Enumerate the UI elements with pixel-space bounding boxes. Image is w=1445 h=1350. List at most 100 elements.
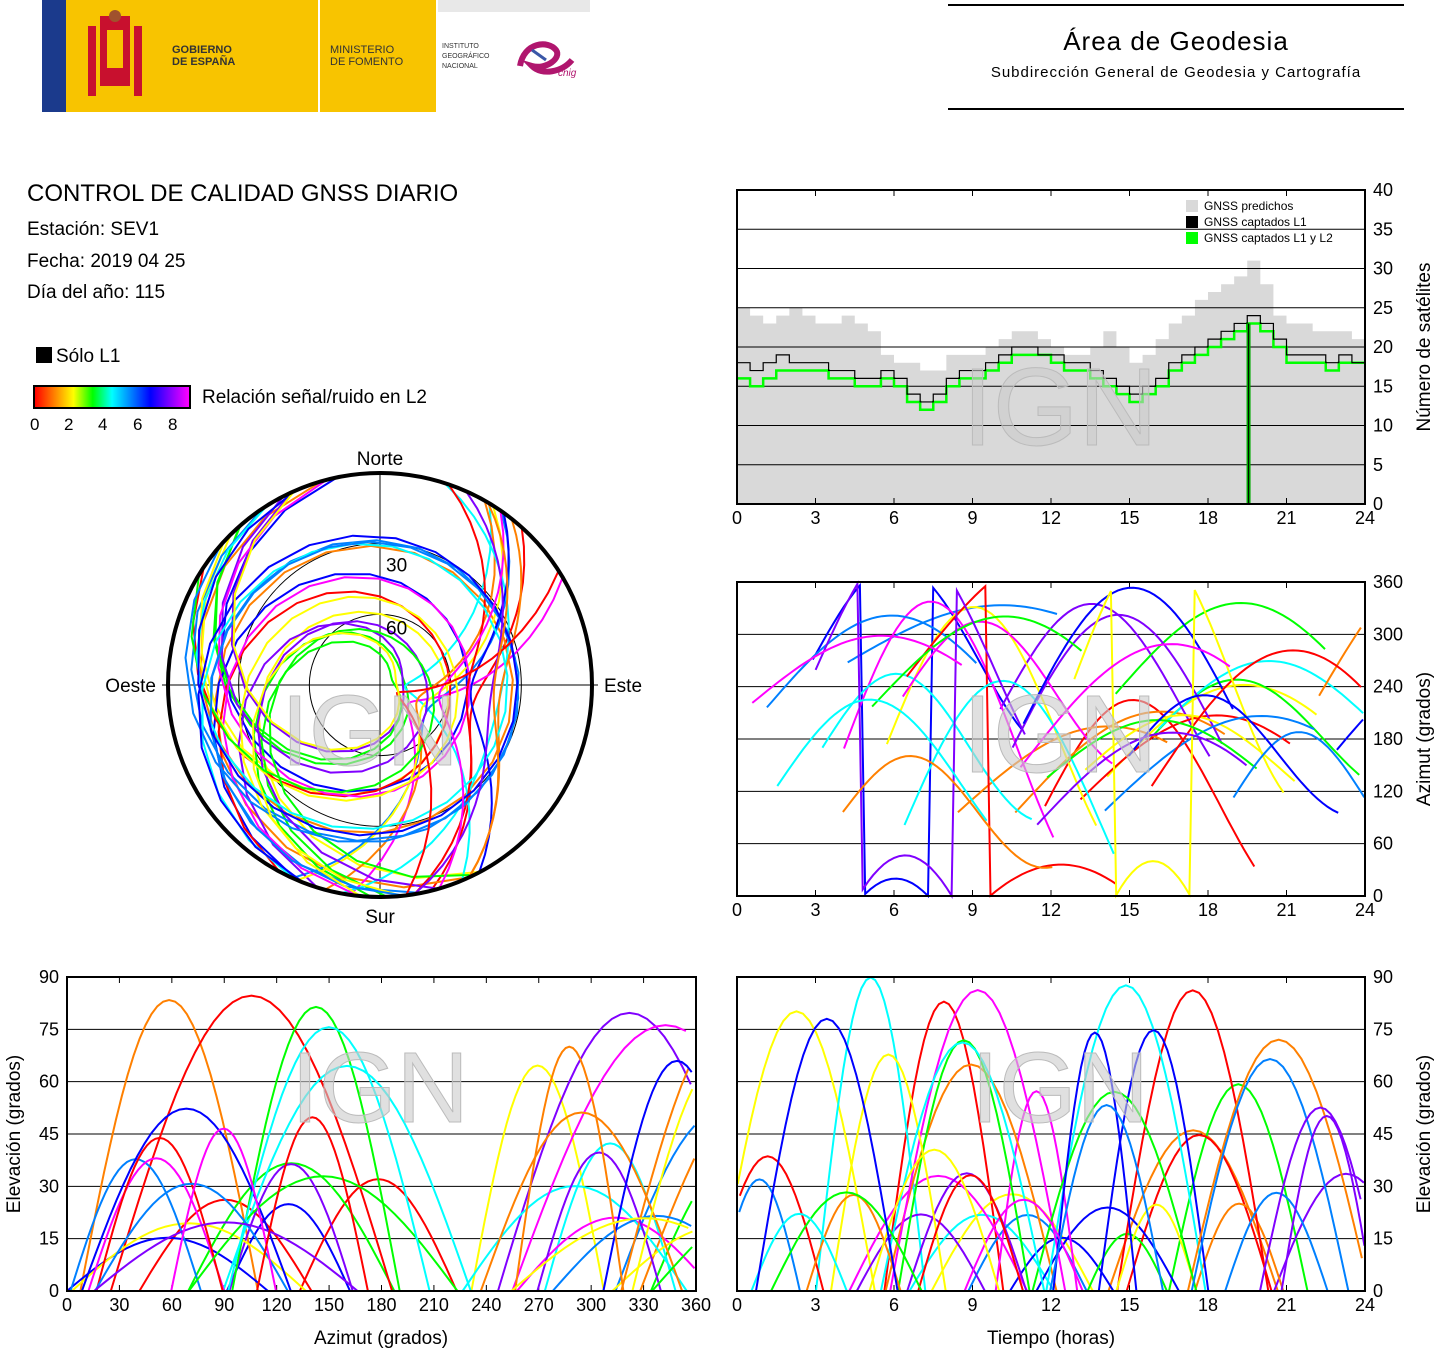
elaz-track <box>611 1230 693 1292</box>
sky-track <box>197 489 519 884</box>
elaz-track <box>188 1175 459 1292</box>
plot-frame <box>736 189 1366 505</box>
sky-ring-label: 30 <box>386 556 407 577</box>
x-tick-label: 15 <box>1119 508 1139 528</box>
azimuth-track <box>1149 678 1360 776</box>
azimuth-track <box>1318 627 1362 697</box>
y-tick-label: 25 <box>1373 298 1393 318</box>
institute-line-3: NACIONAL <box>442 63 478 70</box>
azimuth-track <box>1022 586 1234 725</box>
elt-track <box>738 1178 801 1292</box>
elt-track <box>884 1063 1058 1292</box>
elaz-track <box>93 1221 359 1292</box>
azimuth-track <box>1232 731 1366 799</box>
x-tick-label: 0 <box>732 508 742 528</box>
sky-track <box>296 505 504 882</box>
x-tick-label: 12 <box>1041 900 1061 920</box>
azimuth-track <box>901 620 1113 765</box>
x-tick-label: 24 <box>1355 508 1375 528</box>
x-tick-label: 180 <box>366 1295 396 1315</box>
sky-track <box>469 512 510 873</box>
elt-track <box>879 1041 1046 1292</box>
cnig-text: cnig <box>558 68 577 79</box>
elt-track <box>1224 1191 1329 1292</box>
y-tick-label: 0 <box>49 1281 59 1301</box>
elaz-track <box>514 1045 625 1292</box>
sky-track <box>190 574 475 878</box>
sky-south-label: Sur <box>365 907 395 928</box>
snr-tick: 0 <box>30 415 40 434</box>
series-predicted-area <box>737 260 1365 504</box>
azimuth-track <box>1046 719 1258 779</box>
legend-swatch <box>1186 216 1198 228</box>
azimuth-track <box>1036 731 1248 826</box>
legend-entry: GNSS captados L1 <box>1204 215 1307 229</box>
elt-track <box>1049 1104 1164 1292</box>
l1-label: Sólo L1 <box>56 346 121 367</box>
gov-line-2: DE ESPAÑA <box>172 56 236 68</box>
elaz-track <box>79 998 259 1292</box>
sky-track <box>468 502 509 878</box>
area-subtitle: Subdirección General de Geodesia y Carto… <box>990 64 1362 81</box>
x-tick-label: 240 <box>471 1295 501 1315</box>
elaz-tracks <box>66 994 696 1292</box>
x-tick-label: 90 <box>214 1295 234 1315</box>
x-tick-label: 360 <box>681 1295 711 1315</box>
elaz-track <box>222 1064 472 1292</box>
institute-line-2: GEOGRÁFICO <box>442 53 490 60</box>
elt-track <box>1273 1172 1365 1292</box>
elt-track <box>855 1213 986 1292</box>
x-tick-label: 12 <box>1041 1295 1061 1315</box>
elt-track <box>1052 1031 1138 1292</box>
legend-swatch <box>1186 232 1198 244</box>
elt-track <box>868 1148 1001 1292</box>
x-tick-label: 6 <box>889 900 899 920</box>
elt-track <box>738 1155 825 1292</box>
area-title: Área de Geodesia <box>1063 26 1289 56</box>
elt-track <box>1009 1236 1115 1292</box>
y-tick-label: 60 <box>39 1072 59 1092</box>
sky-tracks <box>184 476 564 898</box>
azimuth-track <box>751 634 963 704</box>
y-tick-label: 90 <box>39 967 59 987</box>
elaz-track <box>231 1005 401 1292</box>
elt-track <box>1031 1090 1198 1292</box>
elaz-track <box>80 1107 292 1292</box>
legend-entry: GNSS predichos <box>1204 199 1293 213</box>
institute-line-1: INSTITUTO <box>442 43 479 50</box>
azimuth-track <box>842 754 1053 869</box>
elt-track <box>1280 1114 1366 1292</box>
x-tick-label: 12 <box>1041 508 1061 528</box>
y-tick-label: 40 <box>1373 180 1393 200</box>
y-tick-label: 45 <box>39 1124 59 1144</box>
x-tick-label: 120 <box>262 1295 292 1315</box>
y-tick-label: 75 <box>39 1019 59 1039</box>
y-tick-label: 60 <box>1373 834 1393 854</box>
x-tick-label: 0 <box>732 1295 742 1315</box>
report-title: CONTROL DE CALIDAD GNSS DIARIO <box>27 180 459 207</box>
elaz-track <box>511 1024 687 1292</box>
elaz-track <box>170 1127 277 1292</box>
y-tick-label: 0 <box>1373 494 1383 514</box>
elaz-track <box>551 1214 692 1292</box>
x-tick-label: 6 <box>889 508 899 528</box>
elaz-track <box>536 1151 662 1292</box>
y-axis-label: Elevación (grados) <box>4 1055 25 1213</box>
x-tick-label: 15 <box>1119 1295 1139 1315</box>
x-tick-label: 60 <box>162 1295 182 1315</box>
date-label: Fecha: 2019 04 25 <box>27 251 186 272</box>
y-axis-label: Número de satélites <box>1414 263 1435 432</box>
snr-tick: 8 <box>168 415 178 434</box>
header-rule-top <box>948 4 1404 6</box>
elt-track <box>1259 1106 1362 1292</box>
elaz-track <box>510 1217 689 1292</box>
sky-west-label: Oeste <box>105 676 156 697</box>
elt-track <box>1190 1057 1350 1292</box>
y-tick-label: 35 <box>1373 219 1393 239</box>
elt-track <box>830 1053 947 1292</box>
station-label: Estación: SEV1 <box>27 219 160 240</box>
elt-track <box>848 1174 1028 1292</box>
azimuth-tracks <box>751 580 1366 900</box>
elt-track <box>1097 1028 1210 1292</box>
